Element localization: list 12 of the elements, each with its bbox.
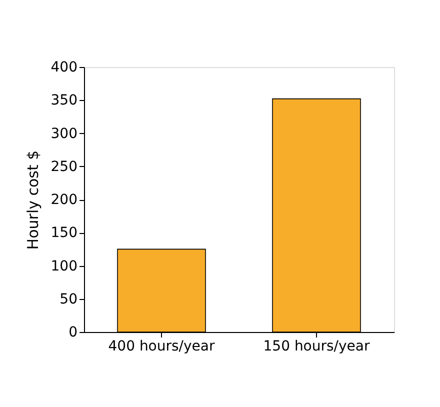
x-tick-label: 400 hours/year	[108, 338, 215, 354]
y-tick-label: 100	[50, 258, 78, 274]
y-tick-label: 50	[60, 291, 78, 308]
y-tick-label: 350	[50, 92, 78, 109]
y-tick-label: 0	[68, 324, 78, 340]
y-tick-label: 250	[50, 158, 78, 175]
x-tick-label: 150 hours/year	[263, 338, 370, 354]
y-axis-title: Hourly cost $	[24, 150, 42, 250]
y-tick-label: 200	[50, 192, 78, 208]
y-tick-label: 150	[50, 225, 78, 242]
y-tick-label: 400	[50, 60, 78, 76]
y-tick-label: 300	[50, 126, 78, 142]
